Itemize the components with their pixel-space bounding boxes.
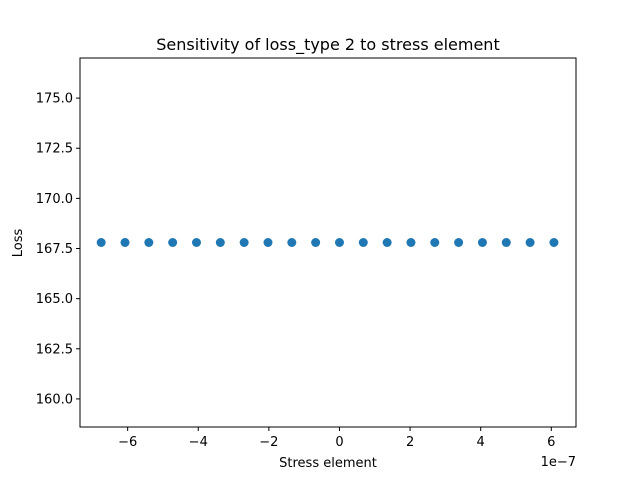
data-point xyxy=(501,238,511,247)
data-point xyxy=(430,238,440,247)
y-tick-label: 162.5 xyxy=(36,342,73,357)
data-point xyxy=(454,238,464,247)
data-point xyxy=(406,238,416,247)
data-point xyxy=(549,238,559,247)
data-point xyxy=(311,238,321,247)
x-tick-label: 4 xyxy=(477,435,485,450)
data-point xyxy=(191,238,201,247)
x-tick-label: 0 xyxy=(335,435,343,450)
y-tick-label: 167.5 xyxy=(36,242,73,257)
y-tick-label: 172.5 xyxy=(36,142,73,157)
x-axis-ticks: −6 −4 −2 0 2 4 6 xyxy=(118,427,555,450)
y-tick-label: 175.0 xyxy=(36,92,73,107)
data-point xyxy=(287,238,297,247)
data-point xyxy=(358,238,368,247)
data-point xyxy=(168,238,178,247)
data-point xyxy=(144,238,154,247)
data-point xyxy=(120,238,130,247)
data-point xyxy=(96,238,106,247)
axes-frame xyxy=(79,57,577,428)
data-point xyxy=(334,238,344,247)
data-point xyxy=(263,238,273,247)
x-tick-label: −6 xyxy=(118,435,137,450)
data-points xyxy=(96,238,559,247)
y-tick-label: 160.0 xyxy=(36,392,73,407)
data-point xyxy=(525,238,535,247)
data-point xyxy=(215,238,225,247)
chart-title: Sensitivity of loss_type 2 to stress ele… xyxy=(156,35,499,55)
y-tick-label: 170.0 xyxy=(36,192,73,207)
x-tick-label: 6 xyxy=(547,435,555,450)
data-point xyxy=(239,238,249,247)
y-axis-ticks: 160.0 162.5 165.0 167.5 170.0 172.5 175.0 xyxy=(36,92,80,407)
x-axis-label: Stress element xyxy=(279,456,377,471)
plot-area: −6 −4 −2 0 2 4 6 160.0 162.5 165.0 167.5 170.0 172.… xyxy=(36,57,577,450)
data-point xyxy=(477,238,487,247)
data-point xyxy=(382,238,392,247)
y-tick-label: 165.0 xyxy=(36,292,73,307)
x-offset-label: 1e−7 xyxy=(541,455,576,470)
x-tick-label: −2 xyxy=(259,435,278,450)
x-tick-label: −4 xyxy=(189,435,208,450)
y-axis-label: Loss xyxy=(11,229,26,258)
x-tick-label: 2 xyxy=(406,435,414,450)
